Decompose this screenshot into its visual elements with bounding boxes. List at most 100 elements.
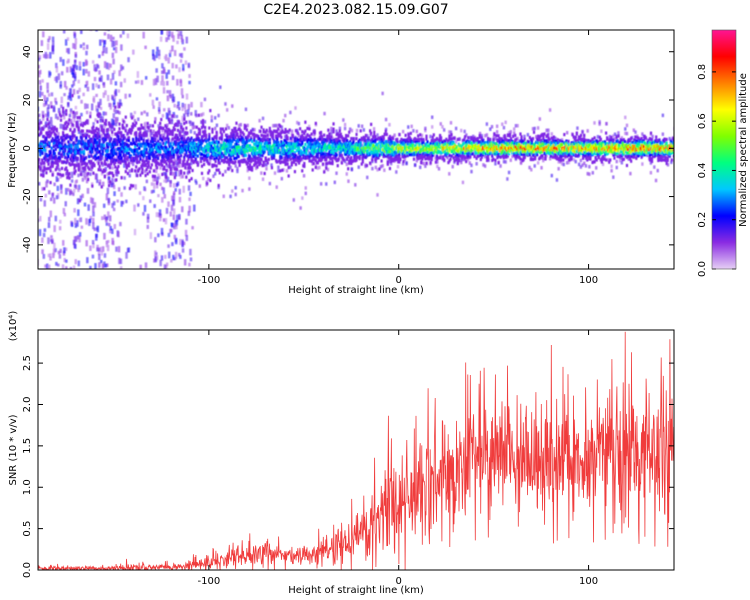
heatmap-cell <box>277 169 280 173</box>
heatmap-cell <box>163 69 166 75</box>
heatmap-cell <box>151 174 155 178</box>
heatmap-cell <box>173 167 176 171</box>
heatmap-cell <box>92 161 95 166</box>
heatmap-cell <box>166 80 169 86</box>
heatmap-cell <box>234 149 237 153</box>
heatmap-cell <box>316 152 319 156</box>
heatmap-cell <box>112 207 116 212</box>
heatmap-cell <box>158 53 161 60</box>
heatmap-cell <box>98 77 102 82</box>
heatmap-cell <box>197 113 200 117</box>
heatmap-cell <box>157 142 160 146</box>
heatmap-cell <box>124 145 127 149</box>
heatmap-cell <box>77 162 80 166</box>
heatmap-cell <box>113 127 116 131</box>
heatmap-cell <box>93 227 96 232</box>
heatmap-cell <box>178 106 181 111</box>
heatmap-cell <box>169 150 172 154</box>
heatmap-cell <box>89 245 92 251</box>
heatmap-cell <box>268 181 272 186</box>
heatmap-cell <box>182 63 185 71</box>
heatmap-cell <box>339 132 342 136</box>
heatmap-cell <box>79 130 83 137</box>
heatmap-cell <box>164 151 167 155</box>
heatmap-cell <box>118 70 121 77</box>
heatmap-cell <box>186 109 190 115</box>
heatmap-cell <box>55 62 58 69</box>
heatmap-cell <box>121 159 124 163</box>
heatmap-cell <box>183 155 186 159</box>
heatmap-cell <box>58 226 62 231</box>
heatmap-cell <box>189 191 192 197</box>
heatmap-cell <box>70 68 74 75</box>
heatmap-cell <box>509 130 512 134</box>
heatmap-cell <box>167 159 170 163</box>
heatmap-cell <box>49 101 53 105</box>
heatmap-cell <box>177 141 181 145</box>
heatmap-cell <box>77 260 81 267</box>
heatmap-cell <box>169 180 172 188</box>
heatmap-cell <box>190 101 193 108</box>
heatmap-cell <box>29 119 32 126</box>
heatmap-cell <box>348 161 351 165</box>
heatmap-cell <box>187 168 190 173</box>
heatmap-cell <box>287 165 290 170</box>
heatmap-cell <box>153 120 157 124</box>
heatmap-cell <box>154 237 157 243</box>
heatmap-cell <box>167 244 170 248</box>
heatmap-cell <box>48 36 51 40</box>
heatmap-cell <box>145 132 148 137</box>
heatmap-cell <box>217 168 220 172</box>
heatmap-cell <box>513 127 516 131</box>
heatmap-cell <box>52 197 56 204</box>
heatmap-cell <box>178 157 182 161</box>
heatmap-cell <box>554 136 557 141</box>
heatmap-cell <box>103 40 106 48</box>
heatmap-cell <box>355 132 358 137</box>
heatmap-cell <box>115 152 118 156</box>
heatmap-cell <box>533 126 536 131</box>
heatmap-cell <box>98 70 101 75</box>
heatmap-cell <box>50 92 54 97</box>
heatmap-cell <box>262 160 265 164</box>
heatmap-cell <box>87 177 90 182</box>
heatmap-cell <box>46 89 49 93</box>
heatmap-cell <box>229 145 232 149</box>
heatmap-cell <box>161 114 165 118</box>
heatmap-cell <box>183 158 186 162</box>
heatmap-cell <box>289 165 292 169</box>
heatmap-cell <box>54 133 57 137</box>
heatmap-cell <box>560 138 564 142</box>
heatmap-cell <box>53 225 56 233</box>
heatmap-cell <box>314 163 318 168</box>
heatmap-cell <box>179 122 183 127</box>
heatmap-cell <box>51 192 55 196</box>
heatmap-cell <box>376 149 379 154</box>
heatmap-cell <box>118 127 121 131</box>
heatmap-cell <box>188 197 191 201</box>
heatmap-cell <box>149 132 152 138</box>
heatmap-cell <box>43 200 47 207</box>
heatmap-cell <box>359 129 362 133</box>
heatmap-cell <box>165 112 169 120</box>
heatmap-cell <box>41 159 44 163</box>
heatmap-cell <box>171 45 174 52</box>
heatmap-cell <box>502 125 506 130</box>
heatmap-cell <box>71 153 74 158</box>
heatmap-cell <box>178 196 182 203</box>
heatmap-cell <box>325 166 328 170</box>
heatmap-cell <box>79 44 83 49</box>
heatmap-cell <box>266 130 270 134</box>
heatmap-cell <box>661 113 665 118</box>
heatmap-cell <box>382 137 385 141</box>
heatmap-cell <box>301 196 304 200</box>
heatmap-cell <box>206 181 209 186</box>
heatmap-cell <box>307 139 310 143</box>
heatmap-cell <box>241 188 244 193</box>
heatmap-cell <box>545 128 548 133</box>
heatmap-cell <box>162 133 166 137</box>
heatmap-cell <box>391 155 395 160</box>
heatmap-cell <box>468 161 471 165</box>
heatmap-cell <box>60 154 64 159</box>
heatmap-cell <box>136 71 140 78</box>
